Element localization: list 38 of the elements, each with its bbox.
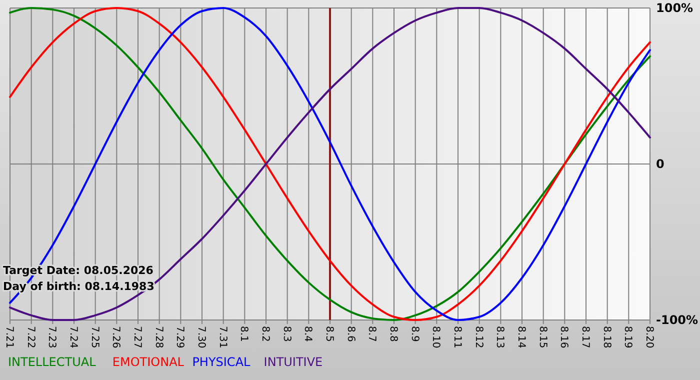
text: PHYSICAL: [192, 355, 251, 369]
x-tick-label: 8.2: [260, 326, 270, 342]
x-tick-label: 7.29: [174, 326, 186, 348]
x-tick-label: 7.26: [110, 326, 122, 348]
y-tick-label: 100%: [656, 1, 694, 16]
x-tick-label: 8.3: [280, 326, 292, 342]
x-tick-label: 7.27: [132, 326, 142, 348]
x-tick-label: 8.6: [344, 326, 356, 342]
x-tick-label: 7.23: [46, 326, 58, 348]
x-tick-label: 8.9: [408, 326, 420, 342]
x-tick-label: 8.13: [494, 326, 506, 348]
x-tick-label: 8.5: [324, 326, 334, 342]
x-tick-label: 7.30: [196, 326, 206, 348]
y-tick-label: 0: [656, 157, 664, 172]
x-tick-label: 7.28: [152, 326, 164, 348]
x-tick-label: 8.8: [388, 326, 398, 342]
x-tick-label: 7.25: [88, 326, 100, 348]
x-tick-label: 7.31: [216, 326, 228, 348]
x-tick-label: 8.16: [558, 326, 570, 348]
x-tick-label: 7.21: [4, 326, 14, 348]
x-tick-label: 8.19: [622, 326, 634, 348]
y-tick-label: -100%: [656, 313, 698, 328]
x-tick-label: 8.11: [452, 326, 462, 348]
x-tick-label: 8.12: [472, 326, 484, 348]
x-tick-label: 8.15: [536, 326, 548, 348]
x-tick-label: 8.7: [366, 326, 378, 342]
x-tick-label: 7.24: [68, 326, 78, 348]
x-tick-label: 8.4: [302, 326, 314, 342]
x-tick-label: 8.14: [516, 326, 526, 348]
x-tick-label: 8.20: [644, 326, 654, 348]
x-tick-label: 8.10: [430, 326, 442, 348]
x-tick-label: 8.1: [238, 326, 250, 342]
x-tick-label: 8.18: [600, 326, 612, 348]
x-tick-label: 8.17: [580, 326, 590, 348]
x-tick-label: 7.22: [24, 326, 36, 348]
text: INTUITIVE: [264, 355, 323, 369]
text: INTELLECTUAL: [8, 355, 96, 369]
text: EMOTIONAL: [112, 355, 184, 369]
